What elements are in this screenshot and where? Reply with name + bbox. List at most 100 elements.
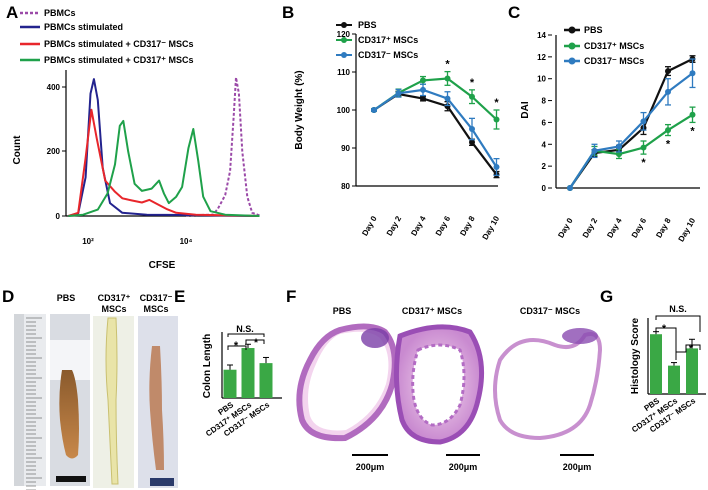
significance-star: * (445, 59, 450, 71)
colon-tissue-cd317pos (105, 317, 119, 485)
panel-label-g: G (600, 287, 613, 306)
x-tick-label: Day 10 (677, 216, 698, 243)
legend-a-item: PBMCs stimulated + CD317⁻ MSCs (44, 39, 194, 49)
chart-e-ylabel: Colon Length (202, 334, 213, 398)
panel-label-f: F (286, 287, 296, 306)
histo-image-pbs (296, 323, 398, 442)
chart-a-xtick: 10² (82, 237, 94, 246)
bar (259, 363, 273, 398)
chart-b-ylabel: Body Weight (%) (294, 70, 305, 149)
data-point (567, 185, 573, 191)
legend-c-item: CD317⁻ MSCs (584, 56, 644, 66)
y-tick-label: 0 (542, 184, 547, 193)
bar (686, 348, 698, 394)
chart-a-ytick: 400 (47, 83, 61, 92)
chart-a-xlabel: CFSE (149, 260, 176, 271)
chart-c: DAI 0 2 4 6 8 10 12 14 Day 0 Day 2 Day 4 Day 6 Day 8… (520, 25, 700, 243)
chart-e-annotation: N.S. (236, 324, 254, 334)
chart-b: Body Weight (%) 80 90 100 110 120 Day 0 Day 2 D… (294, 20, 502, 241)
panel-label-e: E (174, 287, 185, 306)
data-point (640, 144, 647, 151)
chart-a-ylabel: Count (12, 135, 23, 165)
legend-a-item: PBMCs (44, 8, 76, 18)
scale-bar-cd317neg: 200μm (563, 462, 592, 472)
y-tick-label: 120 (337, 30, 351, 39)
y-tick-label: 110 (337, 68, 350, 77)
chart-a-xtick: 10⁴ (180, 237, 193, 246)
x-tick-label: Day 6 (630, 216, 649, 239)
legend-a-item: PBMCs stimulated (44, 22, 123, 32)
photo-label-cd317pos-msc: MSCs (101, 304, 126, 314)
data-point (689, 70, 696, 77)
data-point (420, 86, 426, 93)
chart-g-annotation: N.S. (669, 304, 687, 314)
data-point (665, 127, 671, 134)
photo-label-cd317neg-msc: MSCs (143, 304, 168, 314)
x-tick-label: Day 6 (434, 214, 453, 237)
bar (668, 365, 680, 394)
bar (241, 348, 255, 398)
colon-tissue-pbs (59, 370, 79, 459)
histo-image-cd317neg (493, 328, 603, 441)
photo-label-pbs: PBS (57, 293, 76, 303)
significance-star: * (641, 157, 646, 169)
legend-b-item: CD317⁻ MSCs (358, 50, 418, 60)
histology-f: PBS CD317⁺ MSCs CD317⁻ MSCs 200μm 200μm … (296, 306, 603, 472)
x-tick-label: Day 4 (409, 214, 428, 237)
histo-image-cd317pos (393, 324, 485, 445)
x-tick-label: Day 0 (360, 214, 379, 237)
y-tick-label: 90 (341, 144, 350, 153)
data-point (469, 139, 475, 146)
legend-a: PBMCs PBMCs stimulated PBMCs stimulated … (20, 8, 194, 65)
photo-label-cd317pos: CD317⁺ (98, 293, 131, 303)
chart-e-annotation: * (254, 337, 259, 349)
data-point (640, 118, 647, 125)
legend-c-item: CD317⁺ MSCs (584, 41, 644, 51)
data-point (616, 151, 622, 158)
data-point (665, 88, 671, 95)
colon-photos-d: PBS CD317⁺ MSCs CD317⁻ MSCs (14, 293, 178, 490)
bar (223, 369, 237, 398)
data-point (469, 126, 475, 132)
chart-a-ytick: 0 (56, 212, 61, 221)
x-tick-label: Day 4 (605, 216, 624, 239)
chart-a: Count CFSE 0 200 400 10² 10⁴ (12, 70, 260, 271)
y-tick-label: 2 (542, 162, 547, 171)
panel-label-b: B (282, 3, 294, 22)
panel-label-c: C (508, 3, 520, 22)
scale-bar-pbs: 200μm (356, 462, 385, 472)
legend-c-item: PBS (584, 25, 603, 35)
series-line (569, 58, 693, 189)
legend-b-item: CD317⁺ MSCs (358, 35, 418, 45)
y-tick-label: 8 (542, 97, 547, 106)
x-tick-label: Day 10 (481, 214, 502, 241)
significance-star: * (470, 77, 475, 89)
series-line (373, 92, 498, 176)
chart-g-annotation: * (662, 323, 667, 335)
y-tick-label: 14 (537, 31, 546, 40)
series-line (569, 72, 694, 189)
photo-label-cd317neg: CD317⁻ (140, 293, 173, 303)
data-point (444, 75, 451, 82)
legend-a-item: PBMCs stimulated + CD317⁺ MSCs (44, 55, 194, 65)
data-point (420, 77, 426, 84)
series-line (569, 113, 694, 189)
scale-bar-cd317pos: 200μm (449, 462, 478, 472)
colon-tissue-cd317neg (149, 346, 164, 470)
data-point (493, 164, 500, 170)
data-point (616, 143, 622, 150)
x-tick-label: Day 8 (654, 216, 673, 239)
histogram-series (68, 78, 260, 217)
chart-g-ylabel: Histology Score (630, 318, 641, 395)
data-point (444, 95, 451, 102)
legend-c: PBS CD317⁺ MSCs CD317⁻ MSCs (564, 25, 644, 66)
data-point (420, 95, 426, 102)
histogram-series (68, 108, 260, 217)
legend-b-item: PBS (358, 20, 377, 30)
y-tick-label: 80 (341, 182, 350, 191)
data-point (665, 68, 671, 75)
data-point (493, 116, 500, 123)
